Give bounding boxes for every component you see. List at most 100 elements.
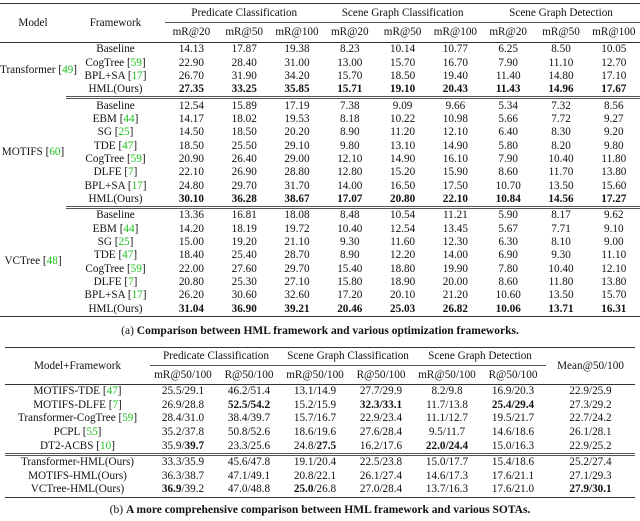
value-cell: 10.40: [548, 152, 574, 165]
table-row: TDE [47] 18.40 25.40 28.70 8.90 12.20 14.00 6.9…: [0, 249, 640, 262]
header-scene-graph-detection: Scene Graph Detection: [414, 347, 547, 366]
value-cell: 29.70: [231, 179, 257, 192]
value-cell: 12.80: [337, 166, 363, 179]
value-cell: 8.90: [340, 126, 360, 139]
framework-cell: DLFE [7]: [66, 276, 165, 289]
method-cell: PCPL [55]: [5, 426, 150, 440]
framework-cell: DLFE [7]: [66, 166, 165, 179]
value-cell: 14.00: [337, 179, 363, 192]
header-metric: mR@100: [270, 22, 324, 43]
value-cell: 17.87: [231, 43, 257, 56]
table-row: HML(Ours) 27.35 33.25 35.85 15.71 19.10 20.43 1…: [0, 83, 640, 100]
bracket: ]: [134, 112, 139, 125]
table-b-caption: (b) A more comprehensive comparison betw…: [0, 504, 640, 516]
value-cell: 22.9/25.2: [546, 439, 636, 456]
framework-cell: EBM [44]: [66, 113, 165, 126]
value-cell: 12.10: [442, 126, 468, 139]
framework-cell: CogTree [59]: [66, 56, 165, 69]
value-part: 33.3/35.9: [161, 456, 205, 469]
value-cell: 9.00: [604, 235, 624, 248]
bracket: [: [100, 385, 107, 398]
value-part: 45.6/47.8: [227, 456, 271, 469]
bracket: ]: [141, 262, 146, 275]
value-cell: 11.10: [548, 56, 574, 69]
value-cell: 10.06: [495, 302, 521, 315]
value-part: 28.4/31.0: [161, 412, 205, 425]
value-cell: 22.9/23.4: [348, 412, 414, 426]
value-part: 27.1/29.3: [569, 469, 612, 482]
value-cell: 22.90: [178, 56, 204, 69]
value-cell: 8.17: [551, 209, 571, 222]
value-cell: 9.20: [604, 126, 624, 139]
header-metric: R@50/100: [480, 365, 547, 385]
value-cell: 31.70: [284, 179, 310, 192]
value-part: 15.7/16.7: [293, 412, 337, 425]
framework-name: TDE: [93, 139, 116, 152]
value-cell: 10.40: [548, 262, 574, 275]
value-cell: 11.7/13.8: [414, 399, 480, 413]
value-cell: 11.10: [601, 249, 627, 262]
method-cell: DT2-ACBS [10]: [5, 439, 150, 456]
value-cell: 27.3/29.2: [546, 399, 635, 413]
value-cell: 7.90: [498, 56, 518, 69]
bracket: [: [40, 255, 47, 268]
bracket: [: [79, 426, 87, 439]
table-row: HML(Ours) 30.10 36.28 38.67 17.07 20.80 22.10 1…: [0, 192, 640, 210]
value-cell: 16.10: [442, 152, 468, 165]
header-scene-graph-detection: Scene Graph Detection: [481, 3, 640, 23]
value-cell: 45.6/47.8: [216, 454, 282, 469]
value-part: 16.9/20.3: [491, 385, 535, 398]
value-cell: 6.40: [498, 126, 518, 139]
value-part: 47.0/48.8: [227, 483, 271, 496]
value-cell: 14.50: [178, 126, 204, 139]
value-cell: 15.20: [390, 166, 416, 179]
bracket: [: [93, 439, 101, 452]
value-cell: 19.20: [231, 235, 257, 248]
value-cell: 16.70: [442, 56, 468, 69]
value-part: 14.6/18.6: [491, 426, 535, 439]
value-part: 25.2/27.4: [569, 456, 612, 469]
value-cell: 6.30: [498, 235, 518, 248]
value-part: 39.7: [184, 439, 205, 452]
citation-ref: 44: [123, 222, 135, 235]
bracket: ]: [133, 249, 138, 262]
method-name: Transformer-HML(Ours): [20, 456, 135, 469]
value-cell: 26.1/27.4: [348, 470, 414, 484]
bracket: ]: [118, 398, 122, 411]
value-part: 15.2/15.9: [293, 398, 337, 411]
framework-cell: SG [25]: [66, 126, 165, 139]
table-a-caption: (a) Comparison between HML framework and…: [0, 325, 640, 337]
value-cell: 15.70: [337, 69, 363, 82]
caption-prefix: (b): [109, 504, 126, 516]
value-cell: 13.10: [390, 139, 416, 152]
citation-ref: 44: [123, 112, 135, 125]
value-part: 27.5: [316, 439, 337, 452]
value-part: 52.5/54.2: [227, 398, 271, 411]
citation-ref: 17: [131, 289, 143, 302]
model-name: MOTIFS: [1, 146, 43, 159]
method-name: MOTIFS-HML(Ours): [28, 469, 127, 482]
value-cell: 7.72: [551, 112, 571, 125]
value-cell: 15.60: [601, 179, 627, 192]
value-cell: 27.6/28.4: [348, 426, 414, 440]
citation-ref: 59: [122, 412, 134, 425]
value-cell: 14.17: [178, 112, 204, 125]
value-cell: 8.20: [551, 139, 571, 152]
header-predicate-classification: Predicate Classification: [165, 3, 324, 23]
value-cell: 20.90: [178, 152, 204, 165]
table-b-sota-comparison: Model+Framework Predicate Classification…: [5, 347, 636, 498]
value-cell: 26.90: [231, 166, 257, 179]
bracket: [: [125, 179, 132, 192]
value-part: 11.1/12.7: [426, 412, 468, 425]
value-cell: 29.10: [284, 139, 310, 152]
value-cell: 26.1/28.1: [546, 426, 635, 440]
value-cell: 14.80: [548, 69, 574, 82]
value-part: 24.8/: [293, 439, 317, 452]
value-cell: 13.71: [548, 302, 574, 315]
bracket: [: [55, 63, 63, 76]
value-cell: 5.66: [498, 112, 518, 125]
bracket: [: [115, 249, 123, 262]
value-cell: 29.00: [284, 152, 310, 165]
value-cell: 16.81: [231, 209, 257, 222]
value-cell: 13.1/14.9: [282, 385, 348, 399]
